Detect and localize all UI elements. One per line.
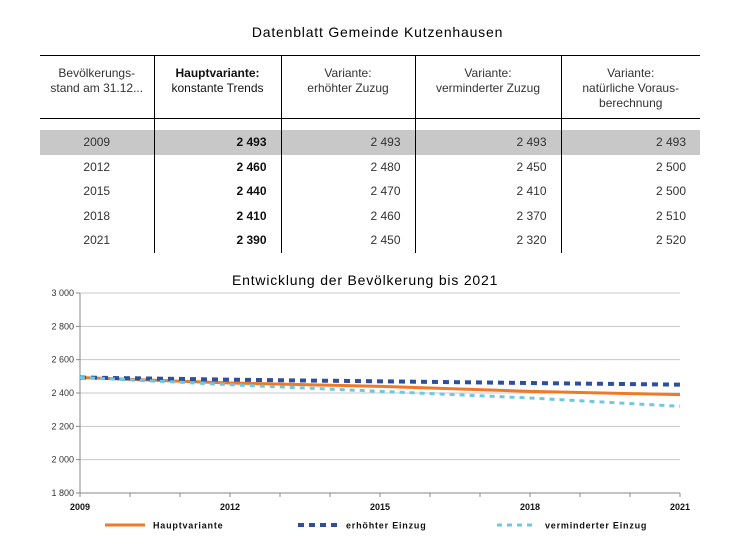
cell-haupt: 2 410 [153, 203, 281, 228]
cell-natuerlich: 2 493 [560, 130, 700, 155]
cell-erhoeht: 2 460 [280, 203, 415, 228]
cell-year: 2018 [83, 208, 111, 223]
cell-year: 2021 [83, 233, 111, 248]
y-tick-label: 2 200 [51, 421, 74, 431]
legend-label: verminderter Einzug [545, 521, 647, 531]
cell-natuerlich: 2 510 [560, 203, 700, 228]
legend-label: erhöhter Einzug [346, 521, 427, 531]
cell-haupt: 2 493 [153, 130, 281, 155]
column-header-haupt: Hauptvariante: konstante Trends [153, 55, 281, 119]
table-row: 2015 2 440 2 470 2 410 2 500 [40, 179, 700, 204]
chart-title: Entwicklung der Bevölkerung bis 2021 [232, 272, 499, 288]
column-header-erhoeht: Variante: erhöhter Zuzug [280, 55, 415, 119]
cell-vermindert: 2 410 [414, 179, 561, 204]
x-tick-label: 2009 [70, 502, 90, 512]
page-title: Datenblatt Gemeinde Kutzenhausen [251, 24, 504, 40]
table-row: 2018 2 410 2 460 2 370 2 510 [40, 203, 700, 228]
table-header-row: Bevölkerungs-stand am 31.12... Hauptvari… [40, 55, 700, 119]
column-header-natuerlich: Variante: natürliche Voraus-berechnung [560, 55, 700, 119]
cell-vermindert: 2 493 [414, 130, 561, 155]
column-header-vermindert: Variante: verminderter Zuzug [414, 55, 561, 119]
y-tick-label: 2 800 [51, 321, 74, 331]
cell-year: 2012 [83, 159, 111, 174]
y-tick-label: 2 600 [51, 355, 74, 365]
y-tick-label: 2 000 [51, 455, 74, 465]
spacer-row [40, 118, 700, 130]
cell-year: 2009 [40, 130, 154, 155]
population-table: Bevölkerungs-stand am 31.12... Hauptvari… [40, 55, 700, 253]
cell-haupt: 2 460 [153, 154, 281, 179]
y-tick-label: 2 400 [51, 388, 74, 398]
cell-natuerlich: 2 520 [560, 228, 700, 253]
cell-erhoeht: 2 450 [280, 228, 415, 253]
cell-erhoeht: 2 493 [280, 130, 415, 155]
cell-vermindert: 2 450 [414, 154, 561, 179]
x-tick-label: 2018 [520, 502, 540, 512]
cell-erhoeht: 2 470 [280, 179, 415, 204]
y-tick-label: 3 000 [51, 288, 74, 298]
x-tick-label: 2015 [370, 502, 390, 512]
x-tick-label: 2021 [670, 502, 690, 512]
table-row: 2021 2 390 2 450 2 320 2 520 [40, 228, 700, 253]
cell-year: 2015 [83, 184, 111, 199]
cell-haupt: 2 440 [153, 179, 281, 204]
cell-natuerlich: 2 500 [560, 179, 700, 204]
cell-vermindert: 2 320 [414, 228, 561, 253]
column-header-year: Bevölkerungs-stand am 31.12... [40, 55, 154, 119]
x-tick-label: 2012 [220, 502, 240, 512]
cell-erhoeht: 2 480 [280, 154, 415, 179]
population-line-chart: 1 800 2 000 2 200 2 400 2 600 2 800 3 000 2009 2… [51, 288, 690, 531]
table-row: 2012 2 460 2 480 2 450 2 500 [40, 154, 700, 179]
cell-natuerlich: 2 500 [560, 154, 700, 179]
legend-label: Hauptvariante [153, 521, 223, 531]
cell-haupt: 2 390 [153, 228, 281, 253]
table-row: 2009 2 493 2 493 2 493 2 493 [40, 130, 700, 155]
cell-vermindert: 2 370 [414, 203, 561, 228]
y-tick-label: 1 800 [51, 488, 74, 498]
